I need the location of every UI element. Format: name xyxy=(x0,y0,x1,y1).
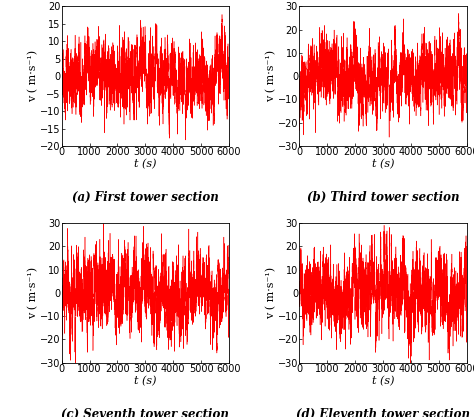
Y-axis label: v ( m·s⁻¹): v ( m·s⁻¹) xyxy=(28,50,38,102)
Text: (c) Seventh tower section: (c) Seventh tower section xyxy=(62,407,229,417)
Y-axis label: v ( m·s⁻¹): v ( m·s⁻¹) xyxy=(28,267,38,319)
X-axis label: t (s): t (s) xyxy=(134,159,156,169)
X-axis label: t (s): t (s) xyxy=(372,159,394,169)
X-axis label: t (s): t (s) xyxy=(372,376,394,386)
X-axis label: t (s): t (s) xyxy=(134,376,156,386)
Y-axis label: v ( m·s⁻¹): v ( m·s⁻¹) xyxy=(266,50,276,102)
Y-axis label: v ( m·s⁻¹): v ( m·s⁻¹) xyxy=(266,267,276,319)
Text: (d) Eleventh tower section: (d) Eleventh tower section xyxy=(296,407,470,417)
Text: (a) First tower section: (a) First tower section xyxy=(72,191,219,204)
Text: (b) Third tower section: (b) Third tower section xyxy=(307,191,459,204)
